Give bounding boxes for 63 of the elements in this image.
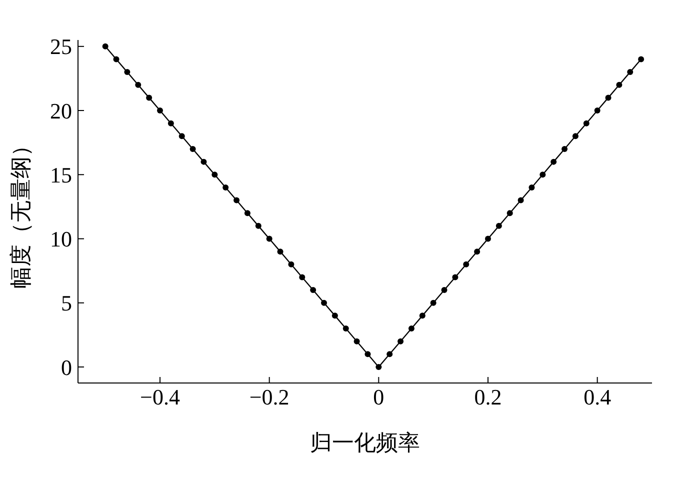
point bbox=[178, 133, 185, 140]
point bbox=[463, 261, 470, 268]
point bbox=[376, 364, 382, 370]
x-tick-label: 0.4 bbox=[584, 384, 612, 410]
x-axis-title: 归一化频率 bbox=[310, 430, 420, 455]
y-tick-label: 15 bbox=[50, 162, 72, 188]
point bbox=[550, 158, 557, 165]
point bbox=[398, 338, 404, 344]
point bbox=[146, 94, 152, 101]
point bbox=[321, 300, 327, 306]
point bbox=[572, 133, 578, 140]
point bbox=[234, 197, 240, 204]
point bbox=[277, 248, 284, 255]
point bbox=[583, 120, 590, 126]
point bbox=[474, 248, 480, 255]
point bbox=[332, 312, 338, 319]
y-tick-label: 25 bbox=[50, 34, 72, 60]
y-axis-title: 幅度（无量纲） bbox=[8, 134, 33, 288]
point bbox=[605, 94, 612, 101]
point bbox=[102, 43, 108, 50]
point bbox=[135, 82, 142, 88]
point bbox=[540, 172, 546, 178]
point bbox=[594, 108, 600, 114]
point bbox=[299, 274, 306, 280]
point bbox=[528, 184, 535, 190]
point bbox=[124, 69, 130, 76]
point bbox=[288, 261, 294, 268]
point bbox=[496, 222, 502, 229]
y-tick-label: 20 bbox=[50, 98, 72, 124]
point bbox=[452, 274, 458, 280]
point bbox=[310, 287, 316, 294]
point bbox=[113, 56, 120, 62]
point bbox=[616, 82, 622, 88]
point bbox=[562, 146, 568, 152]
point bbox=[408, 326, 414, 332]
y-tick-label: 0 bbox=[61, 354, 72, 380]
point bbox=[430, 300, 436, 306]
point bbox=[441, 287, 448, 294]
x-tick-label: −0.2 bbox=[249, 384, 290, 410]
point bbox=[190, 146, 196, 152]
x-tick-label: 0 bbox=[373, 384, 384, 410]
point bbox=[386, 351, 393, 358]
point bbox=[212, 172, 218, 178]
point bbox=[157, 108, 163, 114]
point bbox=[244, 210, 250, 216]
point bbox=[255, 222, 262, 229]
point bbox=[364, 351, 371, 358]
point bbox=[200, 158, 207, 165]
point bbox=[266, 236, 272, 242]
point bbox=[168, 120, 174, 126]
x-tick-label: 0.2 bbox=[474, 384, 502, 410]
point bbox=[518, 197, 524, 204]
point bbox=[506, 210, 513, 216]
x-tick-label: −0.4 bbox=[140, 384, 180, 410]
point bbox=[627, 69, 634, 76]
point bbox=[419, 312, 426, 319]
point bbox=[354, 338, 360, 344]
y-tick-label: 10 bbox=[50, 226, 72, 252]
point bbox=[638, 56, 644, 62]
point bbox=[485, 236, 491, 242]
point bbox=[342, 326, 349, 332]
point bbox=[222, 184, 229, 190]
y-tick-label: 5 bbox=[61, 290, 72, 316]
